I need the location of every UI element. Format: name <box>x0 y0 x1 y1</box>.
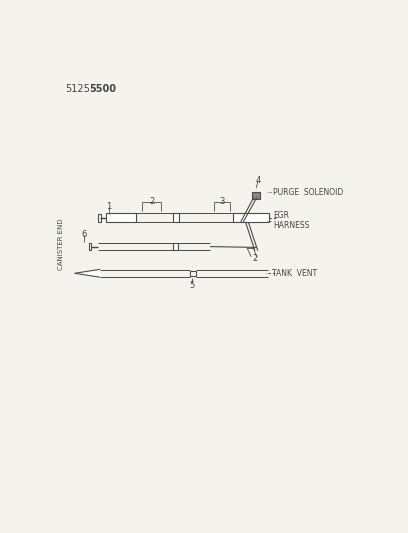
Text: 6: 6 <box>81 230 86 239</box>
Text: 5500: 5500 <box>89 84 116 94</box>
Bar <box>173 213 179 222</box>
Text: CANISTER END: CANISTER END <box>58 219 64 270</box>
Text: 5: 5 <box>190 281 195 289</box>
Bar <box>98 214 101 222</box>
Text: 1: 1 <box>106 202 111 211</box>
Text: TANK  VENT: TANK VENT <box>273 269 317 278</box>
Text: 4: 4 <box>255 175 261 184</box>
Bar <box>252 192 260 199</box>
Bar <box>89 243 91 251</box>
Polygon shape <box>75 269 100 277</box>
Bar <box>190 271 196 276</box>
Text: 3: 3 <box>220 197 225 206</box>
Bar <box>233 213 269 222</box>
Text: EGR
HARNESS: EGR HARNESS <box>273 211 310 230</box>
Text: 5125: 5125 <box>65 84 90 94</box>
Text: 2: 2 <box>252 254 257 263</box>
Bar <box>173 243 178 251</box>
Bar <box>106 213 136 222</box>
Text: 2: 2 <box>149 197 154 206</box>
Text: PURGE  SOLENOID: PURGE SOLENOID <box>273 188 344 197</box>
